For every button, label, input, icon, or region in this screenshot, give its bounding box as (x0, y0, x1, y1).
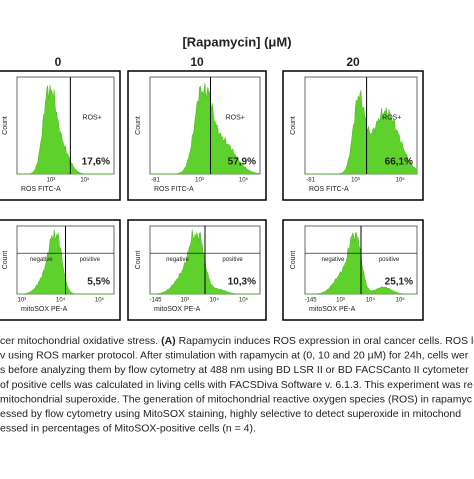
column-label: 10 (190, 55, 204, 69)
x-tick-label: 10³ (47, 178, 56, 184)
y-axis-label: Count (135, 251, 142, 270)
y-axis-label: Count (2, 251, 9, 270)
x-axis-label: mitoSOX PE-A (154, 306, 201, 313)
histogram (305, 90, 418, 175)
x-axis-label: mitoSOX PE-A (309, 306, 356, 313)
x-tick-label: 10⁵ (396, 297, 406, 304)
x-tick-label: 10³ (195, 178, 204, 184)
x-tick-label: 10⁵ (95, 297, 105, 304)
x-tick-label: 10⁵ (80, 177, 90, 184)
caption-text: s before analyzing them by flow cytometr… (0, 364, 469, 376)
y-axis-label: Count (290, 251, 297, 270)
x-axis-label: mitoSOX PE-A (21, 306, 68, 313)
caption-text: Rapamycin induces ROS expression in oral… (176, 335, 474, 347)
caption-line: essed in percentages of MitoSOX-positive… (0, 422, 256, 434)
caption-text: v using ROS marker protocol. After stimu… (0, 349, 469, 361)
panel-frame (127, 70, 267, 201)
caption-line: s before analyzing them by flow cytometr… (0, 364, 469, 376)
caption-text: essed in percentages of MitoSOX-positive… (0, 422, 256, 434)
x-tick-label: 10⁴ (56, 297, 66, 304)
y-axis-label: Count (2, 116, 9, 135)
percent-label: 10,3% (228, 277, 256, 288)
caption-text: of positive cells was calculated in livi… (0, 379, 473, 391)
caption-line: cer mitochondrial oxidative stress. (A) … (0, 335, 474, 347)
gate-label: ROS+ (382, 115, 401, 122)
caption-line: mitochondrial superoxide. The generation… (0, 393, 472, 405)
x-axis-label: ROS FITC-A (21, 186, 61, 193)
x-tick-label: 10³ (180, 298, 189, 304)
caption-line: essed by flow cytometry using MitoSOX st… (0, 408, 461, 420)
caption-text: essed by flow cytometry using MitoSOX st… (0, 408, 461, 420)
x-axis-label: ROS FITC-A (154, 186, 194, 193)
x-axis-label: ROS FITC-A (309, 186, 349, 193)
panel-frame (0, 70, 121, 201)
column-label: 0 (55, 55, 62, 69)
percent-label: 57,9% (228, 157, 256, 168)
x-tick-label: 10⁵ (239, 297, 249, 304)
x-tick-label: 10³ (18, 298, 27, 304)
gate-label: ROS+ (226, 115, 245, 122)
gate-label: ROS+ (83, 115, 102, 122)
x-tick-label: 10⁵ (396, 177, 406, 184)
percent-label: 25,1% (385, 277, 413, 288)
percent-label: 66,1% (385, 157, 413, 168)
gate-right-label: positive (80, 257, 101, 263)
histogram (150, 83, 261, 175)
x-tick-label: 10⁵ (239, 177, 249, 184)
gate-left-label: negative (30, 257, 53, 263)
caption-text: cer mitochondrial oxidative stress. (0, 335, 161, 347)
gate-right-label: positive (379, 257, 400, 263)
x-tick-label: 10³ (351, 178, 360, 184)
x-tick-label: -81 (306, 178, 315, 184)
y-axis-label: Count (290, 116, 297, 135)
x-tick-label: 10⁴ (366, 297, 376, 304)
x-tick-label: -145 (149, 298, 162, 304)
column-label: 20 (346, 55, 360, 69)
gate-left-label: negative (166, 257, 189, 263)
y-axis-label: Count (135, 116, 142, 135)
gate-right-label: positive (222, 257, 243, 263)
caption-line: of positive cells was calculated in livi… (0, 379, 473, 391)
panel-frame (0, 219, 121, 321)
histogram (17, 84, 114, 175)
x-tick-label: -81 (151, 178, 160, 184)
caption-text: mitochondrial superoxide. The generation… (0, 393, 472, 405)
caption-line: v using ROS marker protocol. After stimu… (0, 349, 469, 361)
panel-frame (127, 219, 267, 321)
caption-text: (A) (161, 335, 176, 347)
percent-label: 17,6% (82, 157, 110, 168)
x-tick-label: 10⁴ (210, 297, 220, 304)
gate-left-label: negative (322, 257, 345, 263)
x-tick-label: 10³ (336, 298, 345, 304)
percent-label: 5,5% (87, 277, 110, 288)
panel-frame (282, 219, 424, 321)
panel-frame (282, 70, 424, 201)
header-title: [Rapamycin] (μM) (182, 34, 291, 49)
x-tick-label: -145 (305, 298, 318, 304)
